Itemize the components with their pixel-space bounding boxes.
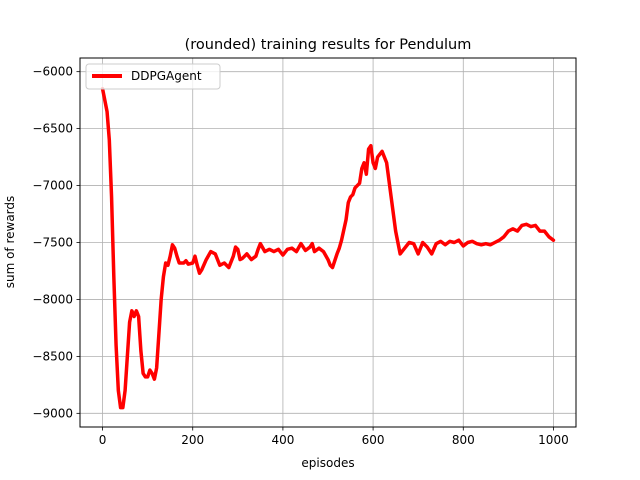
x-tick-label: 800 <box>452 433 475 447</box>
y-tick-label: −7500 <box>32 236 73 250</box>
y-axis-label: sum of rewards <box>3 196 17 289</box>
chart-title: (rounded) training results for Pendulum <box>185 37 472 53</box>
x-tick-label: 0 <box>99 433 107 447</box>
y-tick-label: −8000 <box>32 292 73 306</box>
legend-box <box>85 63 221 90</box>
y-tick-label: −6000 <box>32 65 73 79</box>
series-layer <box>100 87 556 410</box>
x-axis-label: episodes <box>301 456 354 470</box>
ticks: 0 200 400 600 800 1000 −9000 −8500 −8000 −7500 −70… <box>32 65 568 447</box>
series-line-ddpgagent <box>100 87 556 410</box>
y-tick-label: −8500 <box>32 349 73 363</box>
legend: DDPGAgent <box>85 63 221 90</box>
x-tick-label: 600 <box>362 433 385 447</box>
y-tick-label: −6500 <box>32 122 73 136</box>
y-tick-label: −7000 <box>32 179 73 193</box>
y-tick-label: −9000 <box>32 406 73 420</box>
legend-label: DDPGAgent <box>131 69 202 83</box>
x-tick-label: 200 <box>181 433 204 447</box>
x-tick-label: 400 <box>271 433 294 447</box>
x-tick-label: 1000 <box>538 433 569 447</box>
